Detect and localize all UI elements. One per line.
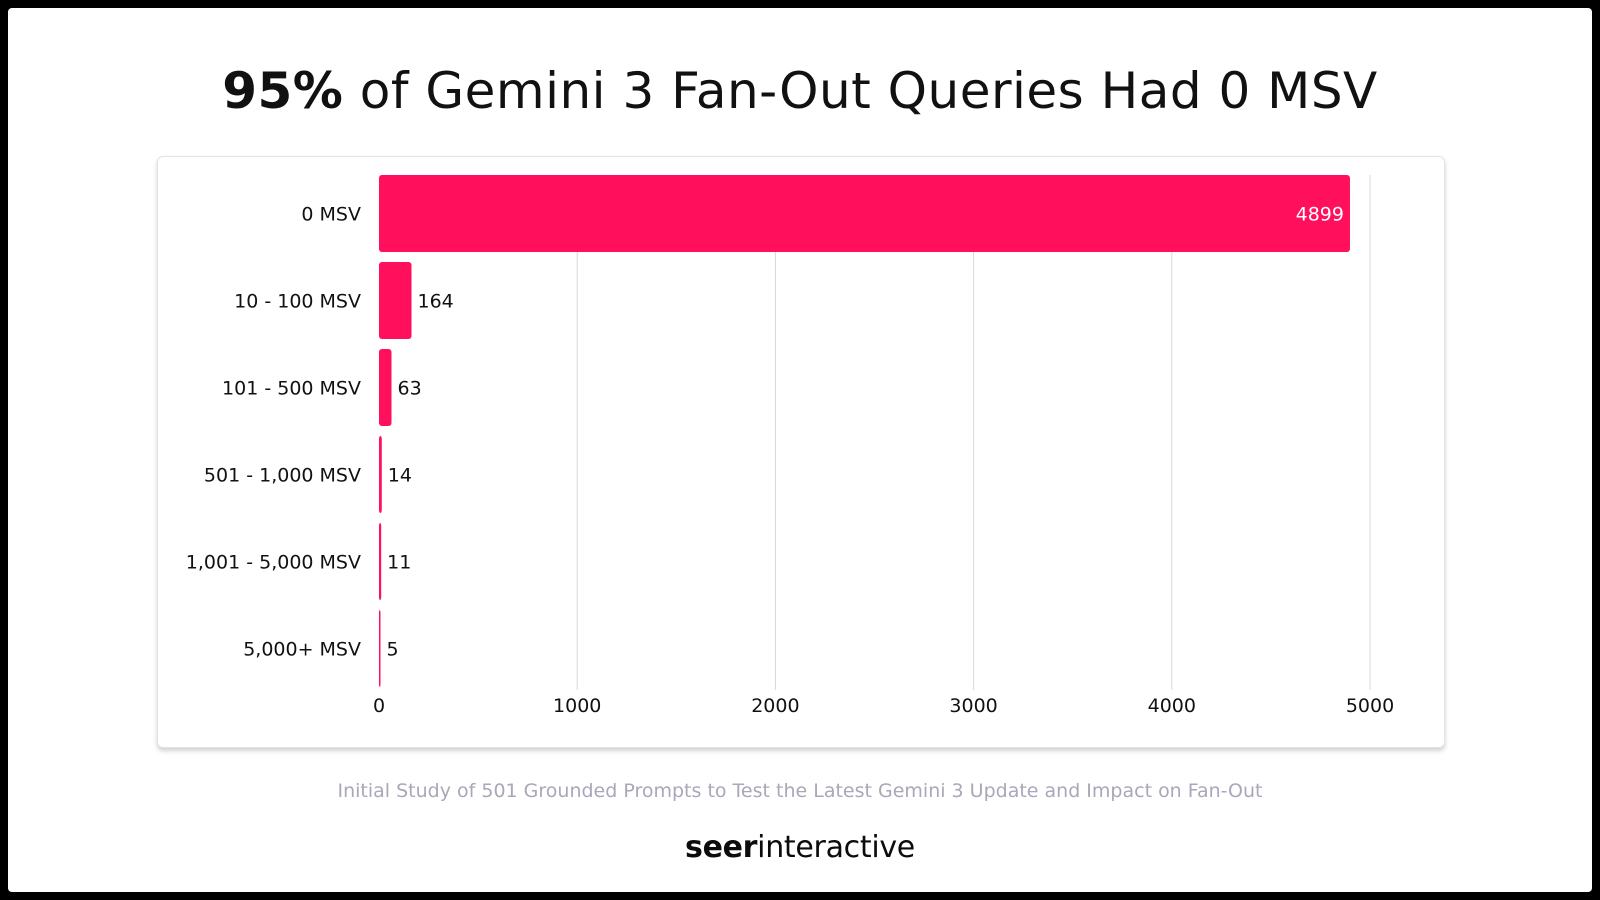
bar — [379, 349, 392, 426]
bar — [379, 436, 382, 513]
category-label: 101 - 500 MSV — [222, 378, 361, 400]
data-label: 4899 — [1296, 204, 1344, 226]
category-label: 501 - 1,000 MSV — [204, 465, 361, 487]
data-label: 164 — [418, 291, 454, 313]
study-caption: Initial Study of 501 Grounded Prompts to… — [337, 780, 1263, 802]
category-label: 5,000+ MSV — [243, 639, 361, 661]
category-label: 10 - 100 MSV — [234, 291, 361, 313]
x-tick-label: 5000 — [1346, 695, 1394, 717]
brand-logo-part2: interactive — [757, 830, 915, 865]
x-tick-label: 2000 — [751, 695, 799, 717]
category-label: 1,001 - 5,000 MSV — [186, 552, 361, 574]
infographic-frame: 95% of Gemini 3 Fan-Out Queries Had 0 MS… — [8, 8, 1592, 892]
page-title: 95% of Gemini 3 Fan-Out Queries Had 0 MS… — [8, 62, 1592, 120]
x-tick-label: 4000 — [1148, 695, 1196, 717]
brand-logo: seerinteractive — [8, 830, 1592, 865]
data-label: 63 — [397, 378, 421, 400]
title-highlight: 95% — [222, 62, 344, 120]
x-tick-label: 1000 — [553, 695, 601, 717]
chart-card: 0 1000 2000 3000 4000 5000 0 MSV 4899 10 - 100 M… — [157, 156, 1445, 748]
data-label: 5 — [387, 639, 399, 661]
bar — [379, 175, 1350, 252]
bar — [379, 523, 382, 600]
bar — [379, 610, 381, 687]
x-tick-label: 3000 — [949, 695, 997, 717]
brand-logo-part1: seer — [685, 830, 758, 865]
bar-chart: 0 1000 2000 3000 4000 5000 0 MSV 4899 10 - 100 M… — [186, 175, 1394, 717]
data-label: 11 — [387, 552, 411, 574]
data-label: 14 — [388, 465, 412, 487]
x-tick-label: 0 — [373, 695, 385, 717]
bar — [379, 262, 412, 339]
category-label: 0 MSV — [301, 204, 361, 226]
title-rest: of Gemini 3 Fan-Out Queries Had 0 MSV — [343, 62, 1378, 120]
